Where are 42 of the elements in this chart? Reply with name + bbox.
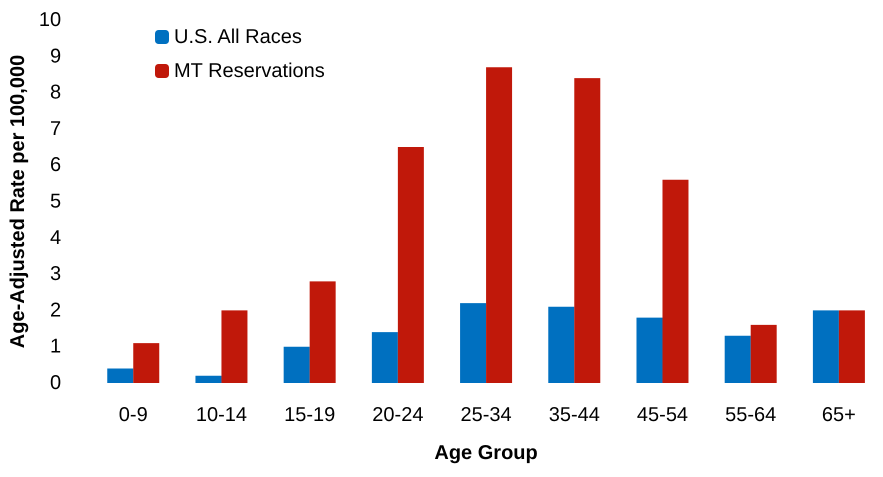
bar xyxy=(662,180,688,383)
bar xyxy=(724,336,751,383)
legend-label: U.S. All Races xyxy=(174,26,302,48)
x-tick-label: 55-64 xyxy=(725,404,776,426)
y-tick-label: 8 xyxy=(50,82,62,104)
bar xyxy=(636,318,662,383)
y-tick-label: 6 xyxy=(50,154,62,176)
x-axis-title: Age Group xyxy=(434,442,538,464)
bar xyxy=(750,324,777,383)
x-tick-label: 15-19 xyxy=(284,404,336,426)
bar xyxy=(133,343,160,383)
bar xyxy=(284,346,310,383)
y-tick-label: 7 xyxy=(50,118,62,140)
bar xyxy=(372,332,398,383)
y-tick-label: 9 xyxy=(50,45,62,68)
legend-label: MT Reservations xyxy=(174,60,325,82)
bar xyxy=(221,310,248,383)
bar xyxy=(107,368,134,383)
bar xyxy=(398,147,424,383)
bar xyxy=(460,303,486,383)
y-axis-title: Age-Adjusted Rate per 100,000 xyxy=(7,54,29,348)
y-tick-label: 1 xyxy=(50,336,62,358)
x-tick-label: 65+ xyxy=(822,404,856,426)
bar xyxy=(195,376,222,383)
y-tick-label: 10 xyxy=(38,9,62,31)
y-tick-label: 2 xyxy=(50,299,62,322)
x-tick-label: 0-9 xyxy=(118,404,148,426)
bar xyxy=(548,306,574,383)
bar xyxy=(838,310,865,383)
bar xyxy=(812,310,839,383)
x-tick-label: 20-24 xyxy=(372,404,424,426)
x-tick-label: 35-44 xyxy=(548,404,600,426)
y-tick-label: 5 xyxy=(50,190,62,212)
bar xyxy=(574,78,600,383)
x-tick-label: 10-14 xyxy=(196,404,248,426)
bar xyxy=(486,67,512,383)
y-tick-label: 4 xyxy=(50,226,62,249)
bar xyxy=(310,281,336,383)
y-tick-label: 0 xyxy=(50,372,62,394)
x-tick-label: 45-54 xyxy=(636,404,688,426)
y-tick-label: 3 xyxy=(50,263,62,286)
x-tick-label: 25-34 xyxy=(460,404,512,426)
